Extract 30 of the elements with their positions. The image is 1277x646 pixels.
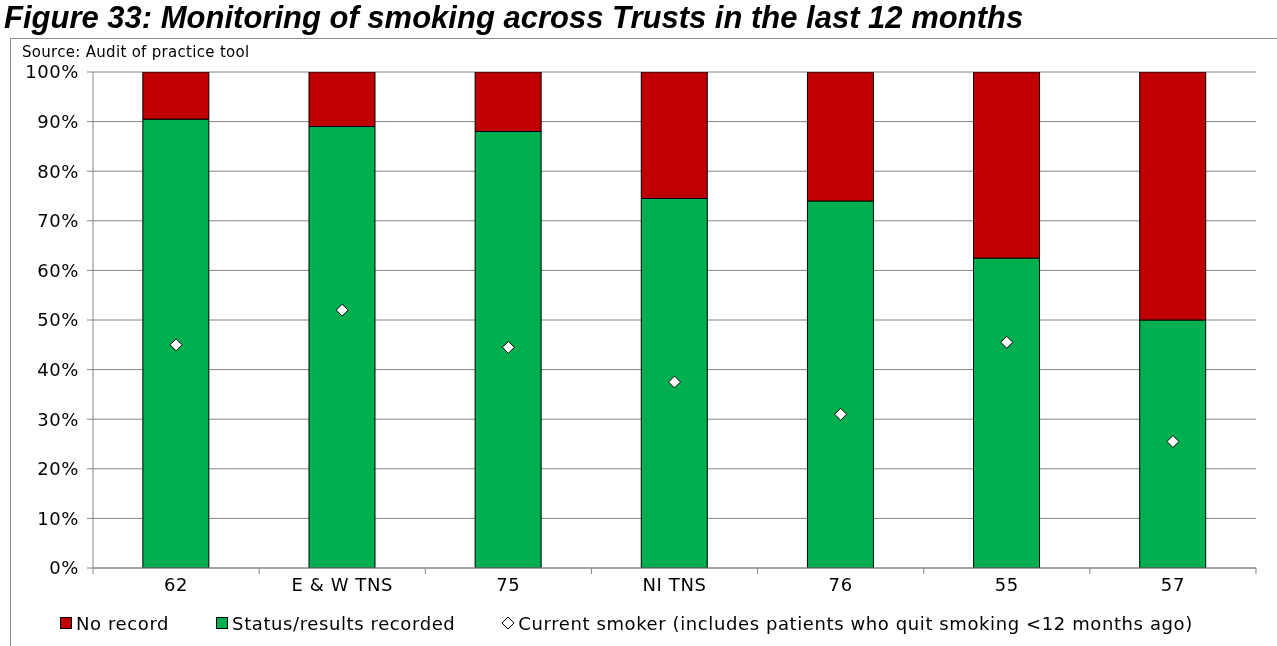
legend-label: Current smoker (includes patients who quit smoking <12 months ago) [518,612,1193,634]
chart-title: Figure 33: Monitoring of smoking across Trusts in the last 12 months [4,0,1024,36]
x-tick-label: 62 [164,573,189,595]
point [169,338,183,352]
point [501,340,515,354]
y-tick-label: 70% [37,210,79,232]
point [1166,435,1180,449]
x-tick-label: 55 [994,573,1019,595]
y-tick-label: 50% [37,309,79,331]
y-tick-label: 80% [37,160,79,182]
y-tick-label: 100% [25,61,79,83]
legend-label: Status/results recorded [232,612,456,634]
point [335,303,349,317]
x-tick-label: 75 [496,573,521,595]
x-tick-label: NI TNS [642,573,707,595]
x-tick-label: 57 [1160,573,1185,595]
x-tick-label: 76 [828,573,853,595]
point [1000,335,1014,349]
y-tick-label: 20% [37,458,79,480]
y-tick-label: 60% [37,259,79,281]
y-tick-label: 0% [49,557,79,579]
y-tick-label: 40% [37,358,79,380]
legend-label: No record [76,612,170,634]
x-tick-label: E & W TNS [291,573,394,595]
point [834,407,848,421]
source-note: Source: Audit of practice tool [22,43,250,61]
y-tick-label: 30% [37,408,79,430]
point [668,375,681,389]
y-tick-label: 90% [37,110,79,132]
y-tick-label: 10% [37,507,79,529]
